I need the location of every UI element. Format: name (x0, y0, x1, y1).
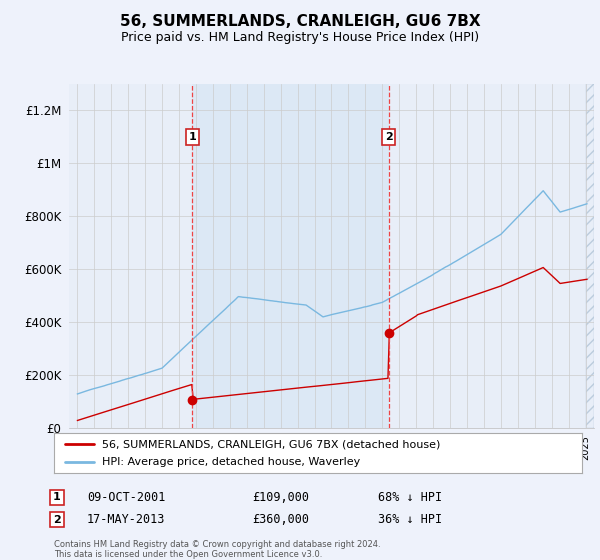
Text: 09-OCT-2001: 09-OCT-2001 (87, 491, 166, 504)
Text: 68% ↓ HPI: 68% ↓ HPI (378, 491, 442, 504)
Text: 1: 1 (53, 492, 61, 502)
Text: HPI: Average price, detached house, Waverley: HPI: Average price, detached house, Wave… (101, 457, 360, 467)
Text: £360,000: £360,000 (252, 513, 309, 526)
Text: Price paid vs. HM Land Registry's House Price Index (HPI): Price paid vs. HM Land Registry's House … (121, 31, 479, 44)
Text: £109,000: £109,000 (252, 491, 309, 504)
Text: 36% ↓ HPI: 36% ↓ HPI (378, 513, 442, 526)
Bar (192, 84, 389, 428)
Text: 56, SUMMERLANDS, CRANLEIGH, GU6 7BX (detached house): 56, SUMMERLANDS, CRANLEIGH, GU6 7BX (det… (101, 439, 440, 449)
Text: Contains HM Land Registry data © Crown copyright and database right 2024.: Contains HM Land Registry data © Crown c… (54, 540, 380, 549)
Text: 2: 2 (385, 132, 392, 142)
Text: 1: 1 (188, 132, 196, 142)
Text: 17-MAY-2013: 17-MAY-2013 (87, 513, 166, 526)
Text: This data is licensed under the Open Government Licence v3.0.: This data is licensed under the Open Gov… (54, 550, 322, 559)
Bar (586, 84, 594, 428)
Text: 56, SUMMERLANDS, CRANLEIGH, GU6 7BX: 56, SUMMERLANDS, CRANLEIGH, GU6 7BX (119, 14, 481, 29)
Text: 2: 2 (53, 515, 61, 525)
